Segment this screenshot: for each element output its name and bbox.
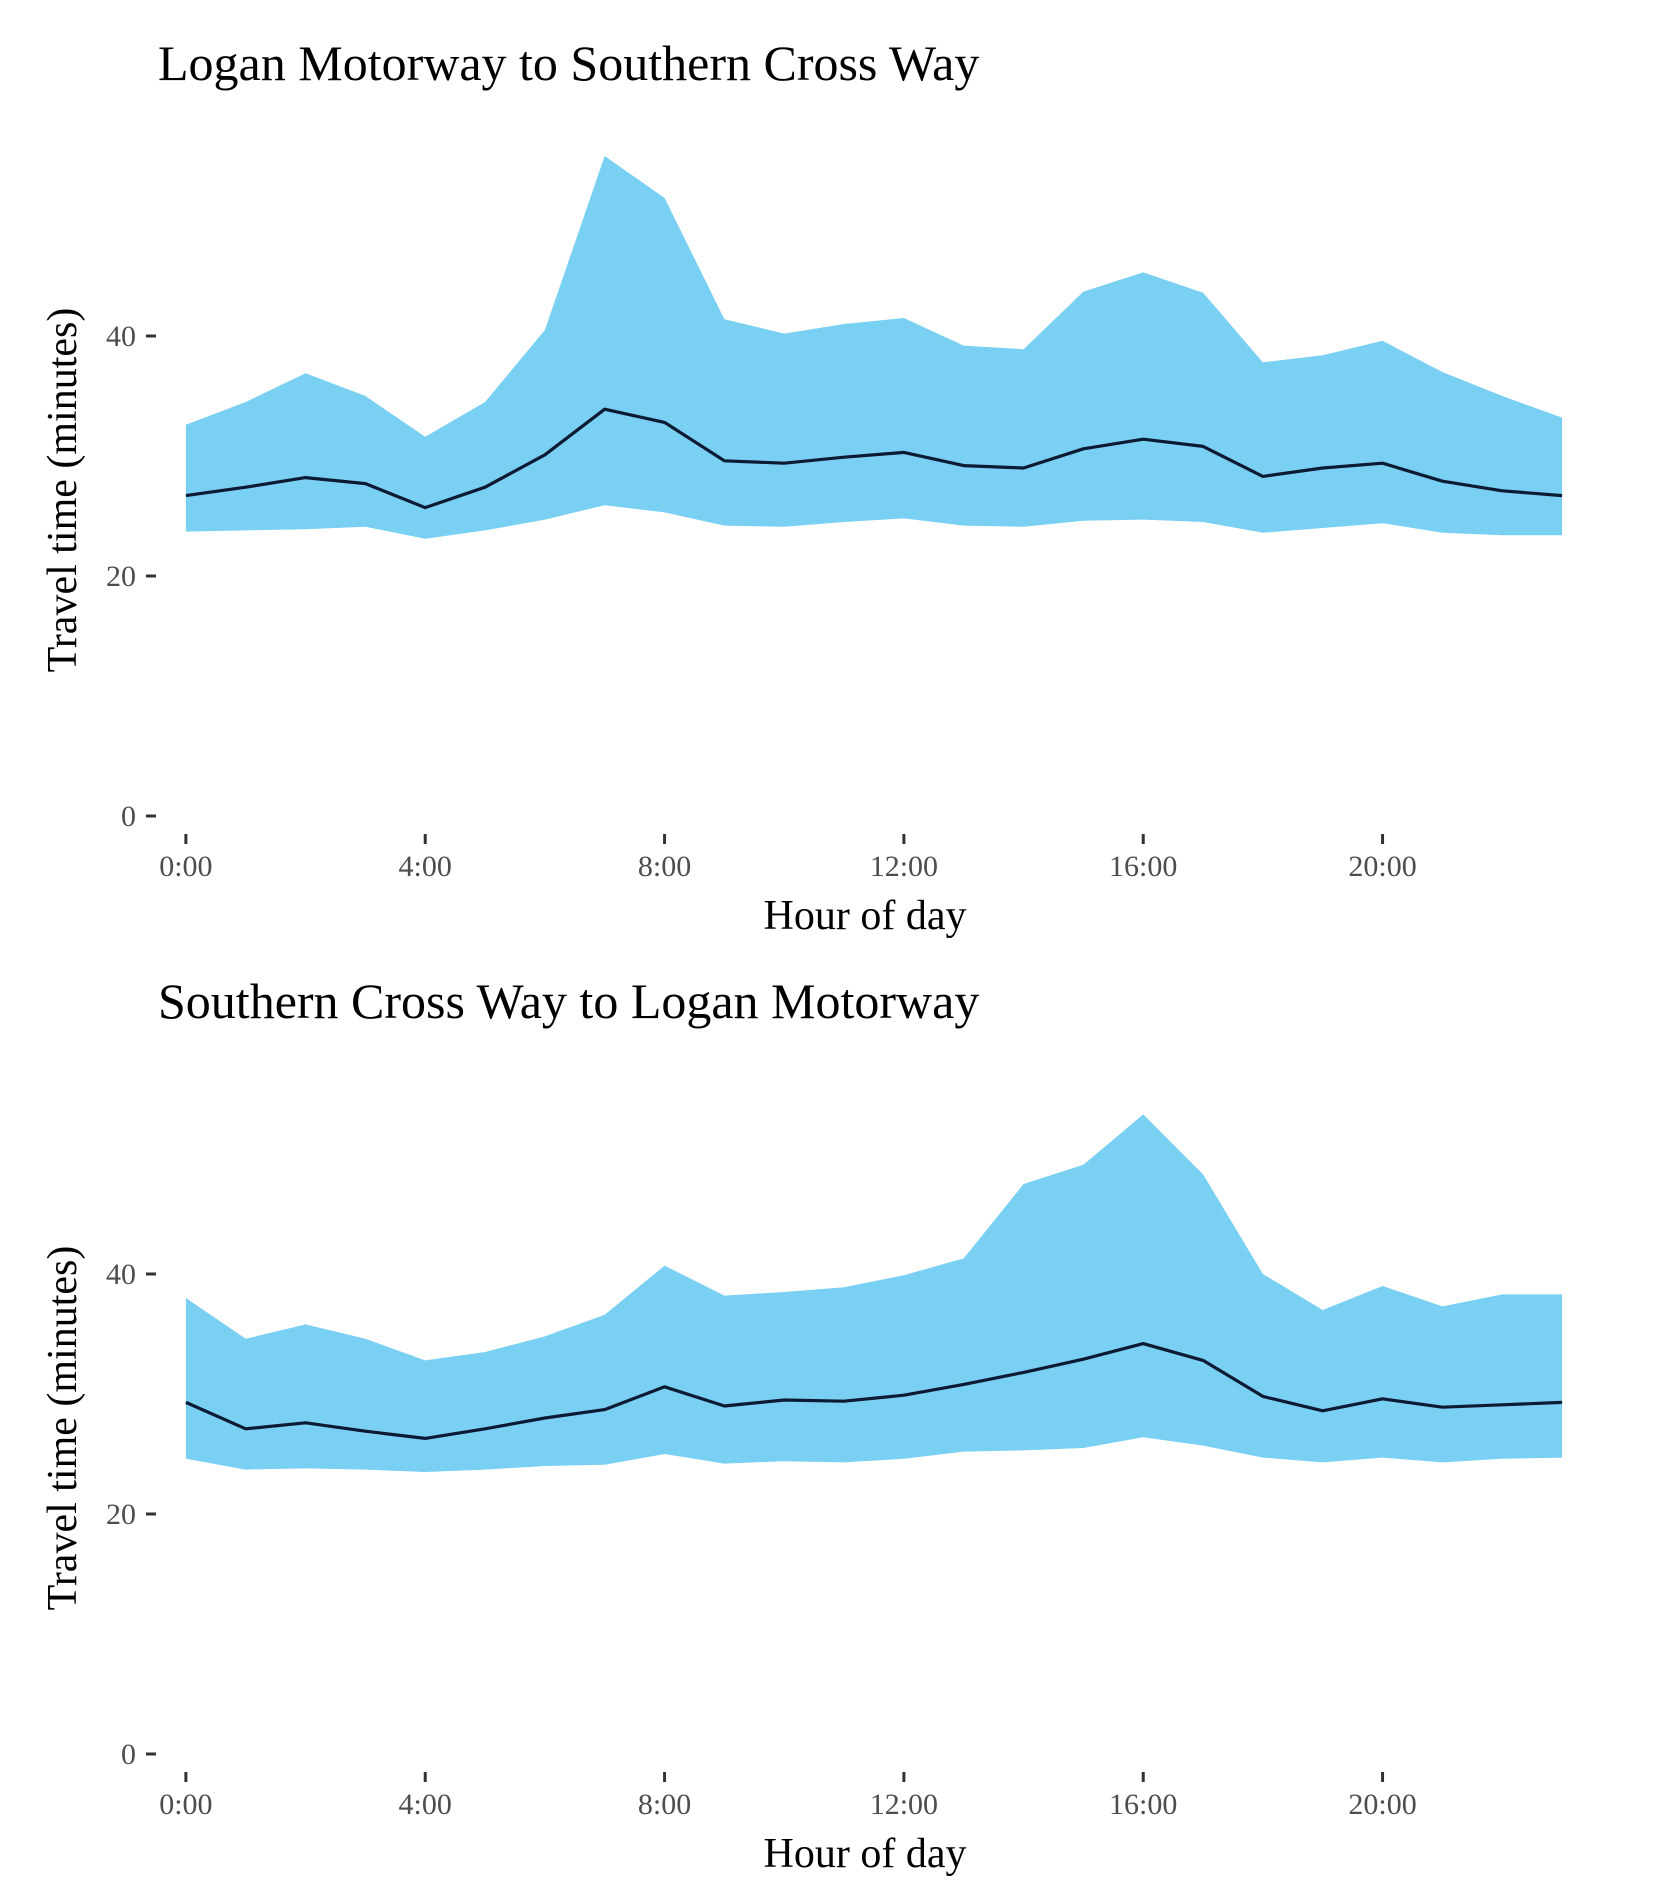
chart-panel-1: Logan Motorway to Southern Cross Way 0 20 4… <box>40 35 1563 939</box>
x-tick-label: 0:00 <box>159 850 212 883</box>
x-tick-label: 12:00 <box>870 850 938 883</box>
x-tick-label: 12:00 <box>870 1788 938 1821</box>
x-tick-label: 20:00 <box>1348 1788 1416 1821</box>
y-tick-label: 20 <box>106 560 136 593</box>
y-tick-label: 40 <box>106 1258 136 1291</box>
x-tick-label: 4:00 <box>399 1788 452 1821</box>
x-axis-title: Hour of day <box>764 1831 967 1877</box>
x-tick-label: 20:00 <box>1348 850 1416 883</box>
x-tick-label: 16:00 <box>1109 850 1177 883</box>
x-tick-label: 8:00 <box>638 1788 691 1821</box>
median-line <box>185 1342 1563 1440</box>
median-line <box>185 407 1563 510</box>
x-tick-label: 16:00 <box>1109 1788 1177 1821</box>
y-tick-label: 20 <box>106 1498 136 1531</box>
y-tick-label: 0 <box>121 800 136 833</box>
chart-title: Logan Motorway to Southern Cross Way <box>158 35 979 91</box>
x-axis-title: Hour of day <box>764 893 967 939</box>
y-tick-label: 40 <box>106 320 136 353</box>
x-tick-label: 0:00 <box>159 1788 212 1821</box>
x-tick-label: 4:00 <box>399 850 452 883</box>
x-tick-label: 8:00 <box>638 850 691 883</box>
chart-panel-2: Southern Cross Way to Logan Motorway 0 20 4… <box>40 973 1563 1877</box>
range-band <box>185 156 1563 539</box>
y-axis-title: Travel time (minutes) <box>40 308 86 673</box>
range-band <box>185 1114 1563 1472</box>
y-tick-label: 0 <box>121 1738 136 1771</box>
chart-title: Southern Cross Way to Logan Motorway <box>158 973 979 1029</box>
y-axis-title: Travel time (minutes) <box>40 1246 86 1611</box>
